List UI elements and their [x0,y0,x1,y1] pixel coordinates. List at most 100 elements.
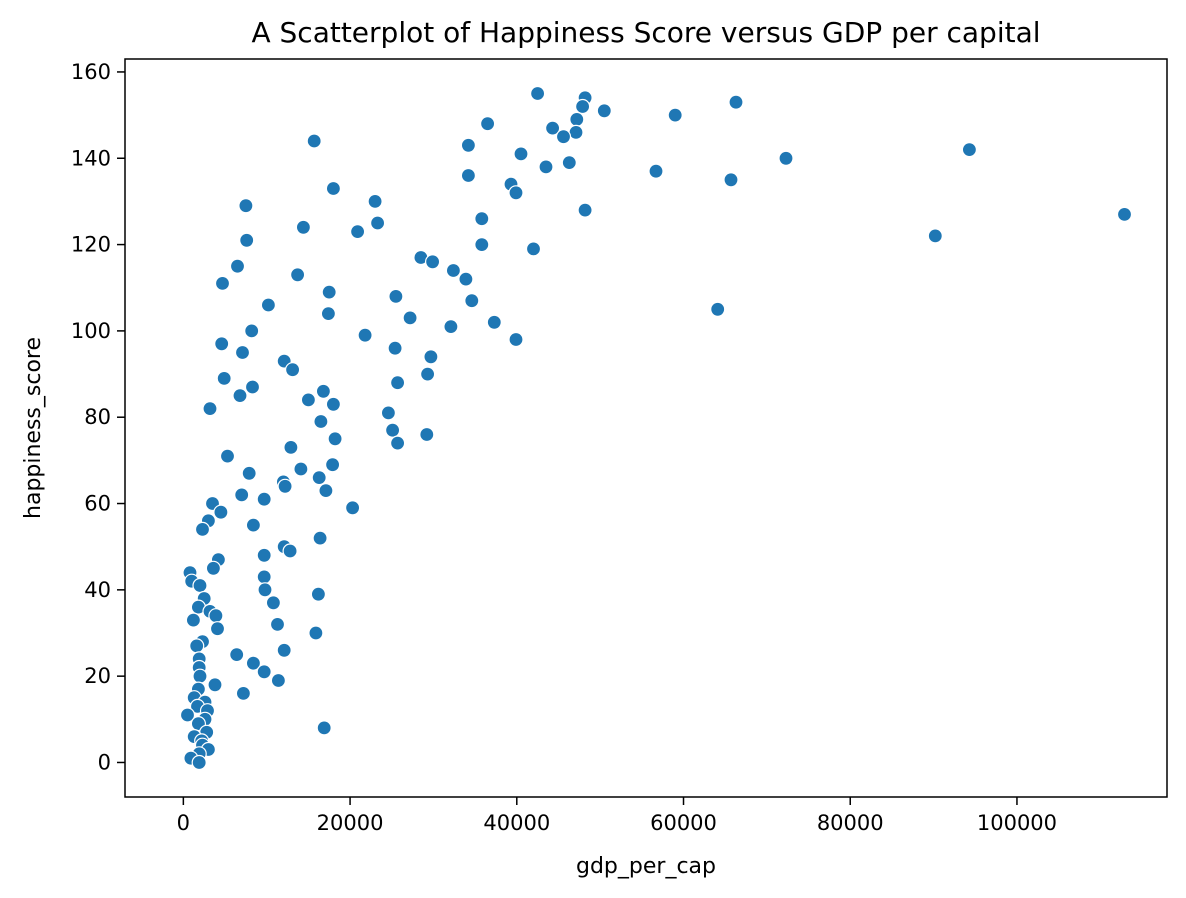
data-point [458,271,474,287]
data-point [460,167,476,184]
data-point [443,319,459,335]
data-point [1116,206,1133,222]
data-point [238,198,254,214]
data-point [285,362,301,378]
data-point [270,672,286,689]
x-tick-label: 60000 [650,811,717,835]
data-point [194,521,211,538]
data-point [648,163,664,179]
x-axis-ticks: 0 20000 40000 60000 80000 100000 [177,797,1057,835]
data-point [260,297,276,313]
data-point [213,504,229,520]
data-point [256,569,272,585]
y-tick-label: 120 [71,233,111,257]
data-point [544,120,561,136]
data-point [387,340,403,356]
data-point [327,431,343,447]
data-point [282,543,298,559]
x-tick-label: 20000 [317,811,384,835]
x-tick-label: 100000 [977,811,1057,835]
data-point [277,478,293,494]
x-tick-label: 80000 [817,811,884,835]
data-point [185,612,201,628]
data-point [667,107,683,123]
data-point [390,435,406,451]
data-point [244,379,261,395]
data-point [474,237,490,253]
data-point [219,448,236,464]
data-point [265,595,281,611]
data-point [367,193,383,209]
data-point [388,288,404,304]
data-point [315,383,331,399]
data-point [723,172,739,188]
data-point [357,327,373,343]
data-point [728,94,744,110]
y-tick-label: 160 [71,60,111,84]
data-point [257,582,273,598]
y-tick-label: 20 [84,664,111,688]
data-point [306,133,322,149]
data-point [290,267,306,283]
y-tick-label: 40 [84,578,111,602]
data-point [385,422,401,438]
data-point [229,258,246,274]
data-point [311,470,327,486]
data-point [234,487,250,503]
data-point [325,457,341,473]
data-point [508,185,524,201]
data-point [568,124,584,140]
y-tick-label: 60 [84,492,111,516]
data-point [245,517,261,533]
data-point [420,366,436,382]
data-point [513,146,529,162]
data-point [577,202,593,218]
data-point [419,426,435,443]
data-point [316,720,332,736]
data-point [380,405,396,421]
data-point [244,323,260,339]
data-point [321,284,337,300]
data-point [555,129,572,145]
data-point [256,664,272,680]
y-tick-label: 0 [98,750,111,774]
data-point [425,254,441,270]
data-point [276,642,292,658]
data-point [295,219,311,235]
data-point [179,707,196,723]
data-point [232,388,248,404]
data-point [214,275,231,291]
data-point [350,224,366,240]
data-point [320,306,336,322]
data-point [269,616,286,633]
data-point [308,625,324,641]
y-tick-label: 80 [84,405,111,429]
data-point [318,483,334,499]
data-point [460,137,476,153]
data-point [256,547,272,563]
data-point [927,228,943,244]
data-point [325,180,341,197]
data-point [310,586,326,602]
data-point [390,375,406,391]
data-point [202,401,218,417]
data-point [423,349,439,365]
data-point [345,500,361,516]
data-point [209,621,226,637]
y-tick-label: 100 [71,319,111,343]
y-tick-label: 140 [71,146,111,170]
data-point [445,262,461,279]
data-point [191,754,207,771]
data-point [561,155,577,171]
x-axis-label: gdp_per_cap [576,854,716,879]
data-point [486,314,502,330]
data-point [778,150,794,166]
data-point [192,668,208,684]
data-point [569,111,585,128]
data-point [596,103,612,119]
data-point [538,159,554,175]
data-point [216,370,232,386]
data-point [313,413,329,430]
data-point [402,310,418,326]
